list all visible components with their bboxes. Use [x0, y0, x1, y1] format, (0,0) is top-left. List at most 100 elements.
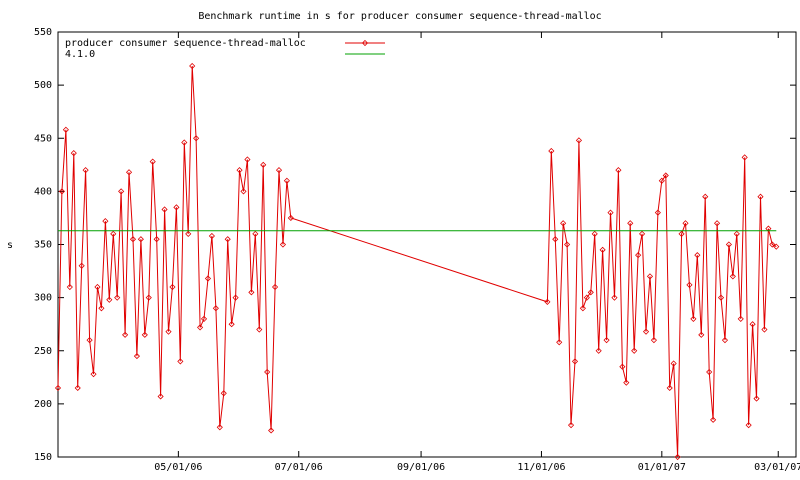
data-point — [137, 236, 144, 243]
data-point — [749, 321, 756, 328]
data-point — [268, 427, 275, 434]
data-point — [256, 326, 263, 333]
data-point — [122, 331, 129, 338]
data-point — [575, 137, 583, 144]
data-point — [666, 384, 673, 392]
data-point — [236, 167, 243, 174]
data-point — [279, 241, 287, 248]
data-point — [129, 236, 137, 243]
y-tick-label: 350 — [34, 240, 52, 251]
data-point — [118, 188, 125, 195]
data-point — [275, 167, 283, 174]
data-point — [639, 230, 646, 237]
legend-marker — [361, 39, 369, 47]
data-point — [74, 384, 81, 392]
data-point — [197, 324, 204, 331]
data-point — [686, 281, 693, 288]
data-point — [193, 135, 200, 142]
data-point — [642, 328, 650, 335]
data-point — [710, 416, 717, 423]
data-point — [185, 230, 192, 237]
data-point — [567, 422, 575, 429]
data-point — [102, 218, 109, 225]
data-point — [287, 214, 294, 222]
data-point — [587, 289, 594, 296]
data-point — [133, 352, 140, 360]
data-point — [773, 243, 780, 250]
data-point — [244, 156, 251, 163]
plot-frame — [57, 31, 797, 458]
data-point — [66, 283, 73, 291]
data-point — [560, 220, 567, 227]
data-point — [181, 139, 188, 146]
y-tick-label: 250 — [34, 346, 52, 357]
data-point — [658, 177, 665, 184]
data-point — [204, 275, 212, 282]
data-point — [627, 220, 634, 227]
x-tick-label: 11/01/06 — [517, 462, 565, 473]
y-tick-label: 500 — [34, 80, 52, 91]
data-point — [556, 339, 563, 346]
data-point — [248, 289, 255, 296]
data-point — [141, 331, 148, 338]
data-point — [82, 167, 89, 174]
data-point — [694, 252, 701, 259]
data-point — [114, 294, 121, 301]
data-point — [706, 368, 713, 376]
data-point — [224, 236, 231, 243]
data-point — [698, 331, 705, 338]
y-tick-label: 300 — [34, 293, 52, 304]
chart-title: Benchmark runtime in s for producer cons… — [198, 11, 601, 22]
data-point — [283, 177, 290, 184]
data-point — [733, 230, 740, 237]
data-point — [729, 273, 736, 280]
data-point — [591, 230, 598, 237]
data-point — [165, 328, 172, 335]
data-point — [741, 154, 748, 161]
data-point — [615, 167, 622, 174]
data-point — [125, 169, 133, 176]
y-tick-label: 450 — [34, 133, 52, 144]
legend-label: producer consumer sequence-thread-malloc — [65, 38, 306, 49]
x-tick-label: 03/01/07 — [754, 462, 800, 473]
data-point — [228, 321, 235, 328]
legend-label: 4.1.0 — [65, 49, 95, 60]
data-point — [552, 236, 559, 243]
y-axis-label: s — [7, 240, 13, 251]
data-point — [650, 337, 657, 344]
data-point — [761, 326, 768, 333]
data-point — [208, 232, 215, 240]
data-point — [161, 206, 168, 213]
data-point — [631, 347, 638, 354]
data-point — [94, 283, 101, 291]
data-point — [548, 147, 555, 155]
data-point — [635, 252, 642, 259]
data-point — [173, 204, 180, 211]
x-tick-label: 09/01/06 — [397, 462, 445, 473]
data-point — [149, 158, 156, 165]
data-point — [169, 283, 176, 291]
data-point — [674, 453, 681, 461]
data-point — [86, 337, 93, 344]
data-point — [607, 209, 614, 216]
data-point — [737, 315, 744, 322]
data-point — [690, 315, 697, 322]
data-point — [702, 193, 709, 200]
data-point — [583, 294, 590, 301]
data-point — [603, 337, 610, 344]
data-point — [62, 126, 69, 133]
data-point — [90, 371, 97, 378]
data-point — [611, 294, 618, 301]
data-point — [599, 246, 606, 253]
data-point — [662, 172, 669, 179]
data-point — [200, 315, 208, 322]
data-point — [157, 393, 164, 400]
data-point — [220, 390, 227, 397]
y-tick-label: 550 — [34, 27, 52, 38]
data-point — [564, 241, 571, 248]
data-point — [110, 230, 117, 237]
data-point — [714, 220, 721, 227]
data-point — [654, 209, 661, 216]
